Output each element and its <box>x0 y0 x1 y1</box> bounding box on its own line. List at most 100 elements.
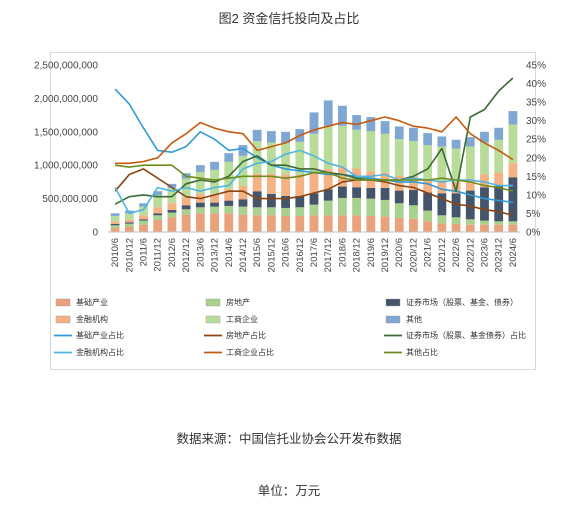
bar-工商企业-14 <box>309 133 319 173</box>
bar-房地产-6 <box>195 207 205 214</box>
bar-房地产-1 <box>124 223 134 227</box>
bar-证券市场-股票-基金-债券--25 <box>465 190 475 220</box>
x-tick-label: 2014/6 <box>224 238 235 267</box>
bar-基础产业-20 <box>394 217 404 232</box>
x-tick-label: 2018/12 <box>352 238 363 272</box>
bar-房地产-8 <box>224 205 234 214</box>
x-tick-label: 2019/6 <box>366 238 377 267</box>
bar-工商企业-9 <box>238 155 248 186</box>
bar-其他-14 <box>309 112 319 134</box>
bar-证券市场-股票-基金-债券--17 <box>352 187 362 198</box>
bar-其他-7 <box>210 161 219 170</box>
bar-证券市场-股票-基金-债券--21 <box>409 189 418 206</box>
x-tick-label: 2021/12 <box>437 238 448 272</box>
bar-证券市场-股票-基金-债券--5 <box>181 205 191 210</box>
bar-金融机构-0 <box>110 221 120 224</box>
bar-其他-9 <box>238 145 248 156</box>
legend-swatch-其他 <box>385 315 401 324</box>
legend-label-基础产业: 基础产业 <box>76 297 108 307</box>
bar-房地产-22 <box>423 210 433 222</box>
bar-其他-8 <box>224 153 234 162</box>
y-tick-label: 2,000,000,000 <box>34 94 98 105</box>
source-note: 数据来源：中国信托业协会公开发布数据 <box>176 432 402 446</box>
legend-label-房地产占比: 房地产占比 <box>226 330 266 340</box>
x-tick-label: 2020/6 <box>394 238 405 267</box>
bar-其他-2 <box>139 203 148 207</box>
bar-证券市场-股票-基金-债券--3 <box>153 213 163 216</box>
bar-金融机构-22 <box>423 180 433 193</box>
bar-工商企业-27 <box>494 139 504 173</box>
bar-其他-0 <box>110 213 120 216</box>
bar-基础产业-7 <box>210 213 219 232</box>
x-tick-label: 2013/6 <box>195 238 206 267</box>
bar-工商企业-11 <box>266 142 276 174</box>
bar-工商企业-1 <box>124 213 134 220</box>
bar-其他-26 <box>480 131 489 143</box>
bar-证券市场-股票-基金-债券--13 <box>295 195 305 208</box>
x-tick-label: 2020/12 <box>408 238 419 272</box>
bar-房地产-23 <box>437 215 447 224</box>
legend-label-证券市场-股票-基金-债券-: 证券市场（股票、基金、债券） <box>406 297 518 307</box>
y-tick-label: 2,500,000,000 <box>34 61 98 72</box>
bar-证券市场-股票-基金-债券--26 <box>480 187 489 221</box>
legend-label-房地产: 房地产 <box>226 297 250 307</box>
bar-基础产业-1 <box>124 226 134 232</box>
bar-证券市场-股票-基金-债券--7 <box>210 202 219 207</box>
x-tick-label: 2017/6 <box>309 238 320 267</box>
bar-工商企业-20 <box>394 139 404 176</box>
y-tick-label: 1,500,000,000 <box>34 127 98 138</box>
bar-其他-16 <box>338 105 347 126</box>
legend-label-工商企业: 工商企业 <box>226 314 258 324</box>
x-tick-label: 2012/12 <box>181 238 192 272</box>
x-tick-label: 2015/12 <box>266 238 277 272</box>
bar-房地产-2 <box>139 220 148 225</box>
bar-证券市场-股票-基金-债券--14 <box>309 193 319 205</box>
y-tick-label: 500,000,000 <box>42 194 98 205</box>
bar-金融机构-21 <box>409 176 418 190</box>
bar-金融机构-8 <box>224 189 234 201</box>
bar-证券市场-股票-基金-债券--2 <box>139 219 148 221</box>
bar-工商企业-16 <box>338 125 347 168</box>
x-tick-label: 2017/12 <box>323 238 334 272</box>
bar-基础产业-14 <box>309 215 319 232</box>
bar-基础产业-5 <box>181 214 191 232</box>
bar-金融机构-26 <box>480 174 489 188</box>
x-tick-label: 2016/12 <box>295 238 306 272</box>
chart-frame <box>50 52 536 370</box>
x-tick-label: 2014/12 <box>238 238 249 272</box>
bar-金融机构-11 <box>266 173 276 194</box>
bar-基础产业-18 <box>366 215 376 232</box>
bar-房地产-0 <box>110 225 120 228</box>
y-tick-label: 1,000,000,000 <box>34 161 98 172</box>
bar-基础产业-25 <box>465 224 475 232</box>
bar-证券市场-股票-基金-债券--20 <box>394 190 404 204</box>
bar-基础产业-24 <box>451 223 461 232</box>
x-tick-label: 2023/6 <box>479 238 490 267</box>
bar-其他-17 <box>352 115 362 130</box>
bar-工商企业-21 <box>409 141 418 177</box>
bar-金融机构-9 <box>238 185 248 200</box>
bar-其他-15 <box>323 100 333 126</box>
bar-房地产-13 <box>295 207 305 216</box>
bar-其他-24 <box>451 139 461 149</box>
bar-证券市场-股票-基金-债券--11 <box>266 193 276 208</box>
bar-金融机构-3 <box>153 207 163 214</box>
legend-swatch-证券市场-股票-基金-债券- <box>385 298 401 307</box>
bar-金融机构-23 <box>437 181 447 194</box>
bar-其他-21 <box>409 127 418 142</box>
bar-基础产业-19 <box>380 216 390 232</box>
bar-工商企业-18 <box>366 131 376 172</box>
y2-tick-label: 45% <box>526 61 546 72</box>
bar-金融机构-27 <box>494 172 504 186</box>
bar-其他-12 <box>281 131 290 144</box>
bar-房地产-4 <box>167 212 177 218</box>
y2-tick-label: 25% <box>526 135 546 146</box>
bar-房地产-24 <box>451 217 461 224</box>
bar-其他-27 <box>494 127 504 140</box>
legend-label-证券市场-股票-基金债券-占比: 证券市场（股票、基金债券）占比 <box>406 330 526 340</box>
bar-证券市场-股票-基金-债券--8 <box>224 200 234 206</box>
bar-基础产业-23 <box>437 223 447 232</box>
bar-基础产业-0 <box>110 227 120 232</box>
bar-基础产业-9 <box>238 214 248 232</box>
bar-金融机构-1 <box>124 219 134 223</box>
